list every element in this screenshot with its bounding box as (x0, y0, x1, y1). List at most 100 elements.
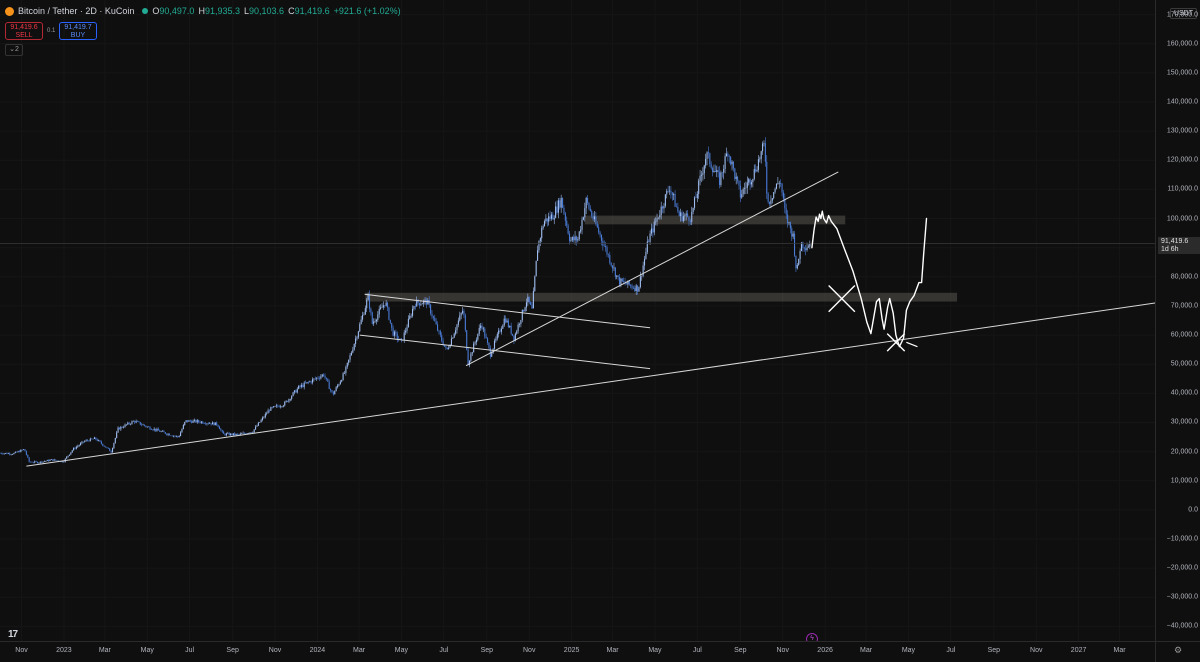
candle-body (298, 385, 300, 389)
candle-body (227, 433, 229, 434)
candle-body (299, 385, 301, 387)
candle-body (724, 156, 726, 169)
candle-body (582, 217, 584, 220)
time-tick-label: Mar (98, 647, 111, 654)
bar-countdown: 1d 6h (1161, 245, 1179, 253)
candle-body (734, 168, 736, 179)
candle-body (211, 422, 214, 425)
candle-body (241, 433, 243, 435)
candle-body (406, 327, 408, 331)
candle-body (245, 433, 247, 434)
candle-body (407, 318, 409, 328)
symbol-title[interactable]: Bitcoin / Tether · 2D · KuCoin (18, 6, 135, 16)
candle-body (782, 192, 784, 199)
gear-icon[interactable]: ⚙ (1174, 645, 1183, 655)
candle-body (39, 461, 41, 463)
candle-body (50, 459, 52, 460)
candle-body (537, 250, 539, 261)
candle-body (568, 233, 571, 241)
tradingview-logo-icon[interactable]: 17 (8, 629, 18, 640)
currency-unit[interactable]: USDT (1169, 8, 1197, 19)
candle-body (803, 247, 805, 249)
candle-body (106, 447, 108, 449)
buy-button[interactable]: 91,419.7 BUY (59, 22, 97, 40)
axis-settings[interactable]: ⚙ (1155, 641, 1200, 662)
candle-body (463, 310, 465, 316)
candle-body (489, 347, 491, 357)
candle-body (306, 382, 308, 384)
candle-body (430, 304, 432, 314)
freehand-x-mark (886, 333, 906, 352)
candle-body (10, 454, 12, 455)
candle-body (493, 340, 496, 349)
candle-body (113, 442, 115, 449)
candle-body (248, 433, 250, 434)
candle-body (255, 426, 257, 430)
candle-body (760, 151, 762, 159)
candle-body (518, 323, 521, 325)
time-tick-label: Nov (776, 647, 789, 654)
candle-body (28, 457, 30, 462)
candle-body (693, 197, 696, 208)
candle-body (792, 233, 794, 237)
candle-body (168, 433, 171, 436)
candle-body (564, 213, 566, 221)
candle-body (702, 173, 704, 175)
candle-body (775, 183, 778, 189)
candle-body (355, 338, 357, 344)
candle-body (528, 296, 530, 303)
price-tick-label: 50,000.0 (1170, 360, 1198, 368)
time-tick-label: Sep (480, 647, 494, 654)
chart-area[interactable]: Bitcoin / Tether · 2D · KuCoin O90,497.0… (0, 0, 1155, 645)
candle-body (680, 212, 682, 217)
candle-body (807, 246, 809, 248)
candle-body (464, 315, 466, 331)
candle-body (307, 382, 309, 383)
price-tick-label: 60,000.0 (1170, 331, 1198, 339)
candle-body (253, 429, 255, 433)
candle-body (759, 158, 761, 160)
candle-body (712, 168, 714, 173)
time-axis[interactable]: Nov 2023 Mar May Jul Sep Nov 2024 Mar May Jul Sep No… (0, 641, 1155, 662)
candle-body (43, 461, 45, 462)
price-tick-label: 20,000.0 (1170, 448, 1198, 456)
candle-body (684, 215, 686, 217)
candle-body (135, 421, 137, 423)
candle-body (745, 187, 747, 189)
candle-body (762, 143, 764, 152)
candle-body (67, 455, 69, 457)
price-chart[interactable] (0, 0, 1155, 641)
candle-body (52, 459, 54, 461)
indicators-toggle[interactable]: ⌄2 (5, 44, 23, 56)
price-axis[interactable]: USDT 170,000.0 160,000.0 150,000.0 140,000.… (1155, 0, 1200, 641)
candle-body (516, 331, 518, 334)
candle-body (159, 430, 161, 432)
buy-label: BUY (70, 32, 86, 39)
candle-body (195, 419, 197, 423)
candle-body (471, 352, 473, 354)
candle-body (0, 453, 2, 454)
candle-body (730, 156, 732, 165)
candle-body (314, 378, 316, 380)
support-resistance-zone (365, 292, 958, 302)
candle-body (439, 331, 441, 336)
candle-body (617, 275, 619, 277)
support-resistance-zone (584, 215, 846, 225)
time-tick-label: Sep (226, 647, 239, 654)
candle-body (271, 407, 273, 408)
candle-body (614, 267, 616, 277)
candle-body (587, 197, 589, 203)
candle-body (282, 405, 284, 407)
candle-body (103, 445, 105, 447)
candle-body (659, 215, 661, 218)
sell-button[interactable]: 91,419.6 SELL (5, 22, 43, 40)
candle-body (205, 423, 207, 425)
candle-body (361, 314, 364, 320)
candle-body (220, 429, 222, 431)
candle-body (598, 227, 600, 233)
price-tick-label: 0.0 (1188, 506, 1198, 514)
candle-body (668, 190, 671, 192)
candle-body (767, 193, 769, 202)
candle-body (746, 182, 748, 188)
candle-body (623, 281, 625, 282)
